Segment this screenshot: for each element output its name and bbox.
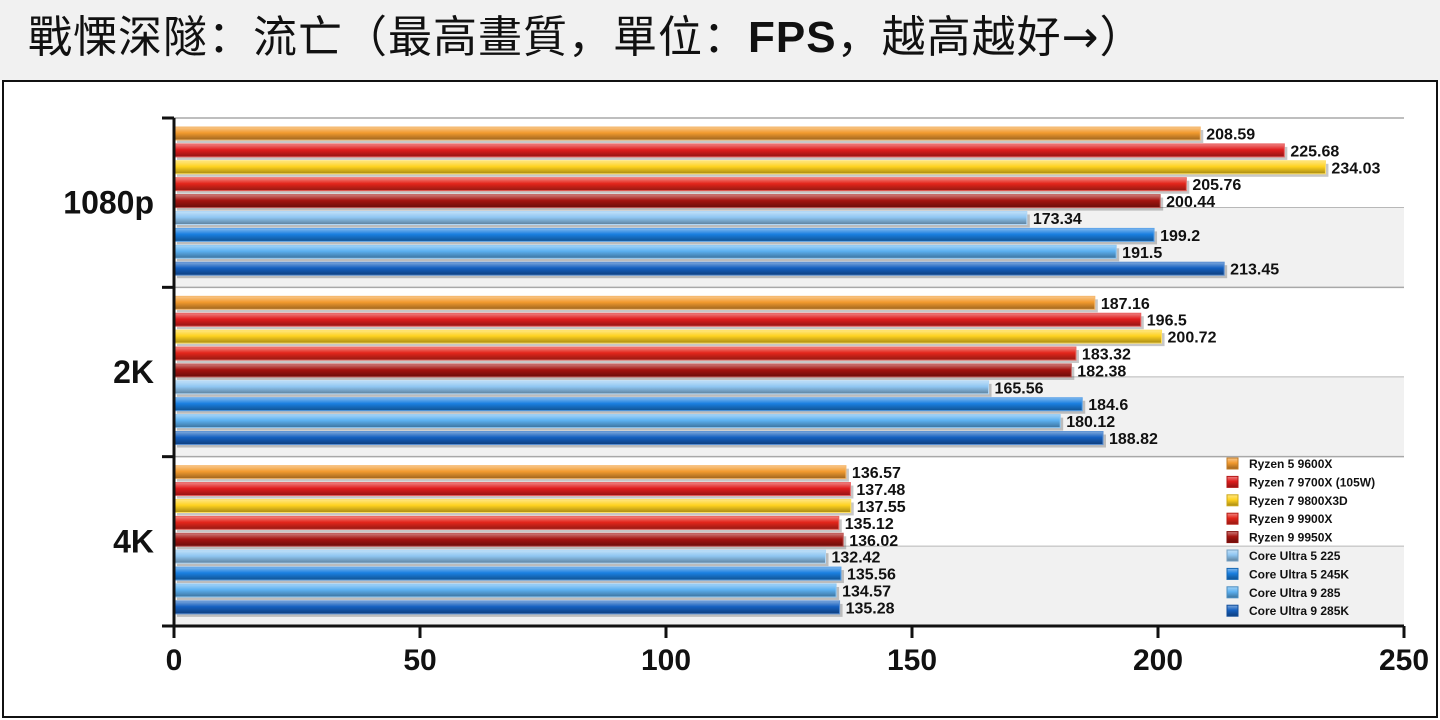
legend-label: Core Ultra 5 245K	[1249, 567, 1349, 581]
bar	[173, 211, 1028, 225]
legend-swatch	[1226, 512, 1239, 525]
value-label: 199.2	[1160, 228, 1200, 245]
legend-label: Ryzen 9 9950X	[1249, 531, 1332, 545]
legend-label: Ryzen 7 9700X (105W)	[1249, 475, 1375, 489]
legend-swatch	[1226, 549, 1239, 562]
legend-label: Core Ultra 9 285	[1249, 586, 1341, 600]
bar	[173, 244, 1117, 259]
title-bar: 戰慄深隧：流亡（最高畫質，單位：FPS，越高越好→）	[0, 0, 1440, 80]
value-label: 135.12	[845, 516, 894, 533]
value-label: 136.57	[852, 465, 901, 482]
x-tick-label: 50	[403, 644, 436, 677]
value-label: 234.03	[1331, 160, 1380, 177]
bar	[173, 160, 1326, 175]
bar	[173, 329, 1163, 344]
legend-label: Core Ultra 9 285K	[1249, 604, 1349, 618]
bar	[173, 583, 837, 598]
value-label: 200.72	[1168, 330, 1217, 347]
value-label: 180.12	[1066, 414, 1115, 431]
bar	[173, 482, 851, 497]
bar	[173, 295, 1096, 310]
value-label: 165.56	[995, 380, 1044, 397]
bar	[173, 380, 990, 395]
value-label: 188.82	[1109, 431, 1158, 448]
title-unit: FPS	[748, 13, 837, 62]
value-label: 134.57	[842, 583, 891, 600]
legend-label: Ryzen 7 9800X3D	[1249, 494, 1348, 508]
bar	[173, 549, 827, 564]
bar	[173, 346, 1077, 361]
category-label: 4K	[113, 523, 154, 559]
bar	[173, 363, 1072, 378]
legend-label: Core Ultra 5 225	[1249, 549, 1341, 563]
value-label: 137.48	[856, 482, 905, 499]
x-tick-label: 100	[641, 644, 691, 677]
x-tick-label: 150	[887, 644, 937, 677]
chart-title: 戰慄深隧：流亡（最高畫質，單位：FPS，越高越好→）	[28, 6, 1144, 70]
value-label: 225.68	[1290, 143, 1339, 160]
category-label: 1080p	[63, 185, 154, 221]
legend-label: Ryzen 9 9900X	[1249, 512, 1332, 526]
legend-swatch	[1226, 475, 1239, 488]
bar	[173, 312, 1142, 327]
value-label: 187.16	[1101, 296, 1150, 313]
value-label: 135.28	[846, 600, 895, 617]
bar	[173, 143, 1285, 158]
bar	[173, 498, 852, 513]
value-label: 183.32	[1082, 347, 1131, 364]
x-tick-label: 250	[1379, 644, 1429, 677]
value-label: 136.02	[849, 533, 898, 550]
bar	[173, 261, 1225, 276]
legend-swatch	[1226, 586, 1239, 599]
value-label: 173.34	[1033, 211, 1082, 228]
legend-swatch	[1226, 531, 1239, 544]
value-label: 191.5	[1122, 245, 1162, 262]
bar	[173, 515, 840, 530]
bar	[173, 227, 1155, 242]
bar	[173, 566, 842, 581]
value-label: 182.38	[1077, 363, 1126, 380]
value-label: 196.5	[1147, 313, 1187, 330]
bar	[173, 126, 1201, 141]
x-tick-label: 200	[1133, 644, 1183, 677]
title-suffix: ，越高越好→）	[836, 12, 1145, 63]
value-label: 205.76	[1192, 177, 1241, 194]
title-prefix: 戰慄深隧：流亡（最高畫質，單位：	[28, 12, 748, 63]
bar	[173, 414, 1061, 429]
value-label: 200.44	[1166, 194, 1215, 211]
value-label: 184.6	[1088, 397, 1128, 414]
bar	[173, 431, 1104, 446]
value-label: 132.42	[832, 550, 881, 567]
value-label: 137.55	[857, 499, 906, 516]
legend-swatch	[1226, 494, 1239, 507]
legend-swatch	[1226, 457, 1239, 470]
value-label: 135.56	[847, 567, 896, 584]
value-label: 208.59	[1206, 127, 1255, 144]
bar	[173, 532, 844, 547]
legend-swatch	[1226, 567, 1239, 580]
value-label: 213.45	[1230, 262, 1279, 279]
bar	[173, 194, 1161, 209]
legend-swatch	[1226, 604, 1239, 617]
legend-label: Ryzen 5 9600X	[1249, 457, 1332, 471]
bar	[173, 177, 1187, 192]
category-label: 2K	[113, 354, 154, 390]
bar	[173, 600, 841, 615]
bar	[173, 397, 1083, 412]
bar	[173, 465, 847, 480]
chart-frame: 208.59 225.68 234.03 205.76 200.44 173.34 199.…	[2, 80, 1438, 718]
x-tick-label: 0	[166, 644, 183, 677]
